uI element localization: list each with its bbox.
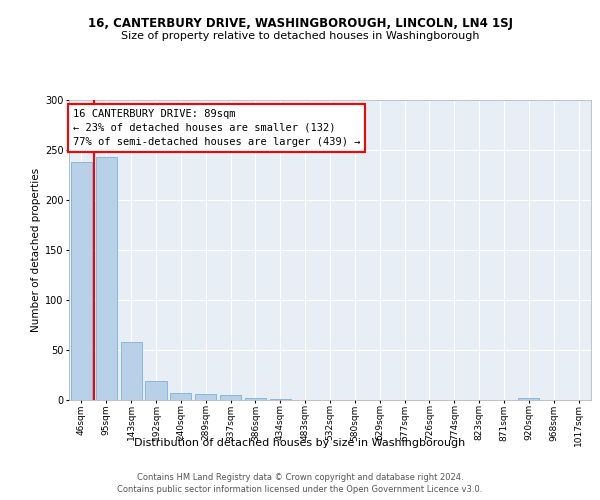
Bar xyxy=(71,162,92,400)
Text: Distribution of detached houses by size in Washingborough: Distribution of detached houses by size … xyxy=(134,438,466,448)
Text: 16, CANTERBURY DRIVE, WASHINGBOROUGH, LINCOLN, LN4 1SJ: 16, CANTERBURY DRIVE, WASHINGBOROUGH, LI… xyxy=(88,18,512,30)
Text: Contains public sector information licensed under the Open Government Licence v3: Contains public sector information licen… xyxy=(118,485,482,494)
Bar xyxy=(245,398,266,400)
Text: Size of property relative to detached houses in Washingborough: Size of property relative to detached ho… xyxy=(121,31,479,41)
Bar xyxy=(145,381,167,400)
Bar xyxy=(518,398,539,400)
Bar xyxy=(270,399,291,400)
Y-axis label: Number of detached properties: Number of detached properties xyxy=(31,168,41,332)
Bar xyxy=(96,157,117,400)
Bar xyxy=(170,393,191,400)
Bar xyxy=(195,394,216,400)
Text: Contains HM Land Registry data © Crown copyright and database right 2024.: Contains HM Land Registry data © Crown c… xyxy=(137,472,463,482)
Text: 16 CANTERBURY DRIVE: 89sqm
← 23% of detached houses are smaller (132)
77% of sem: 16 CANTERBURY DRIVE: 89sqm ← 23% of deta… xyxy=(73,109,360,147)
Bar xyxy=(121,342,142,400)
Bar xyxy=(220,395,241,400)
